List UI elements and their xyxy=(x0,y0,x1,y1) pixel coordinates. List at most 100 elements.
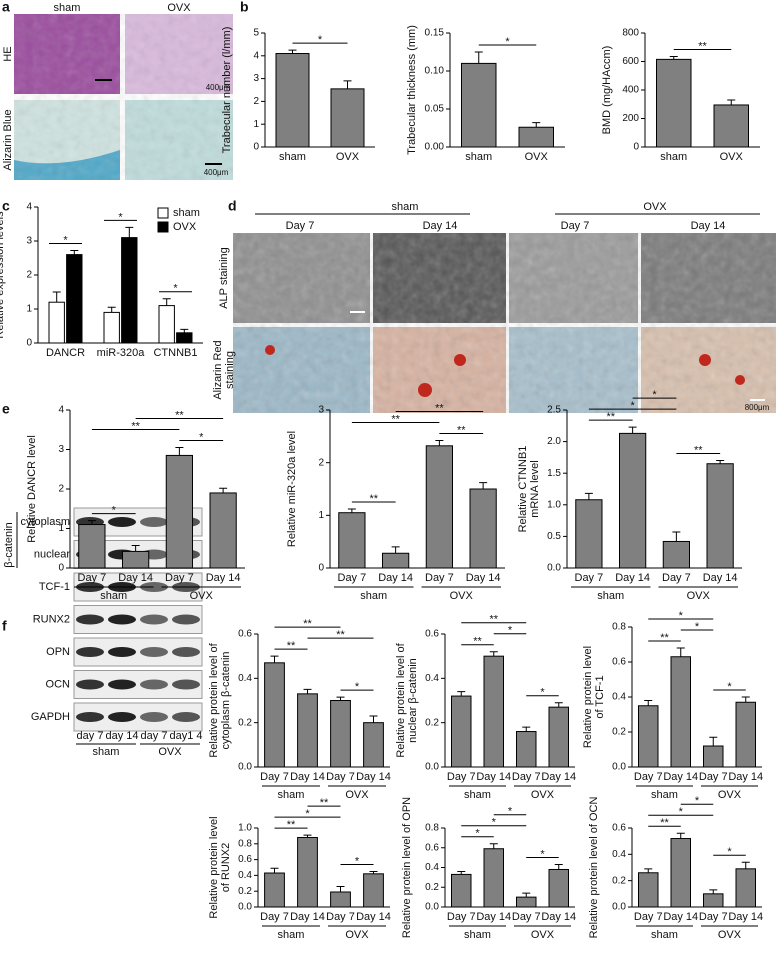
x-tick-label: Day 14 xyxy=(466,572,501,584)
x-tick-label: Day 7 xyxy=(425,572,454,584)
group-label: OVX xyxy=(345,789,369,801)
y-tick-label: 0.4 xyxy=(425,673,439,684)
y-axis-label: Trabecular number (l/mm) xyxy=(221,27,233,154)
x-tick-label: Day 14 xyxy=(663,911,698,923)
y-axis-label: cytoplasm β-catenin xyxy=(220,651,232,749)
error-bar xyxy=(369,715,378,723)
group-label: OVX xyxy=(643,201,667,213)
y-tick-label: 4 xyxy=(253,50,259,61)
error-bar xyxy=(676,832,685,839)
x-tick-label: Day 14 xyxy=(541,911,576,923)
bar xyxy=(483,848,504,908)
bar xyxy=(575,499,603,569)
y-tick-label: 1 xyxy=(318,510,324,521)
bar xyxy=(165,454,193,569)
legend-swatch xyxy=(157,207,169,219)
error-bar xyxy=(162,298,171,306)
error-bar xyxy=(131,544,140,552)
bar xyxy=(469,488,497,569)
y-tick-label: 1 xyxy=(253,119,259,130)
error-bar xyxy=(522,726,531,732)
error-bar xyxy=(489,651,498,657)
bar xyxy=(363,722,384,768)
protein-label: β-catenin xyxy=(3,522,15,567)
bar xyxy=(638,705,659,768)
group-label: OVX xyxy=(158,746,182,758)
error-bar xyxy=(270,655,279,663)
bar xyxy=(670,838,691,908)
error-bar xyxy=(435,440,444,446)
scale-label: 400μm xyxy=(204,168,229,177)
x-tick-label: Day 14 xyxy=(728,911,763,923)
scale-label: 800μm xyxy=(745,403,770,412)
row-label: Alizarin Red xyxy=(212,340,224,399)
bar xyxy=(670,656,691,768)
error-bar xyxy=(70,250,79,255)
panel-label: f xyxy=(2,618,7,634)
y-tick-label: 0.8 xyxy=(425,823,439,834)
blot-band xyxy=(172,614,200,625)
texture xyxy=(233,233,776,413)
legend-label: OVX xyxy=(173,221,197,233)
blot-band xyxy=(76,647,104,657)
y-tick-label: 0.4 xyxy=(612,849,626,860)
bar xyxy=(483,655,504,768)
blot-band xyxy=(140,679,168,690)
y-axis-label: Relative protein level of OCN xyxy=(588,797,600,939)
bar xyxy=(78,524,106,569)
y-axis-label: nuclear β-catenin xyxy=(407,658,419,743)
significance-label: * xyxy=(118,211,123,223)
y-tick-label: 0.15 xyxy=(425,28,445,39)
x-tick-label: Day 7 xyxy=(326,911,355,923)
y-tick-label: 0.2 xyxy=(612,875,626,886)
error-bar xyxy=(336,885,345,892)
bar xyxy=(338,512,366,569)
y-tick-label: 2.5 xyxy=(547,405,561,416)
y-tick-label: 2 xyxy=(26,270,32,281)
bar xyxy=(548,706,569,768)
lane-label: day 7 xyxy=(141,730,168,742)
error-bar xyxy=(175,447,184,456)
blot-band xyxy=(172,679,200,690)
bar xyxy=(330,700,351,768)
error-bar xyxy=(644,868,653,873)
y-tick-label: 0.6 xyxy=(238,629,252,640)
bar xyxy=(703,745,724,768)
error-bar xyxy=(457,691,466,697)
y-tick-label: 0.4 xyxy=(425,862,439,873)
y-tick-label: 0.2 xyxy=(238,886,252,897)
significance-label: * xyxy=(508,806,513,818)
x-tick-label: OVX xyxy=(525,151,549,163)
blot-row-label: GAPDH xyxy=(31,711,70,723)
bar xyxy=(451,873,472,908)
y-tick-label: 0.2 xyxy=(238,717,252,728)
bar xyxy=(103,311,120,344)
error-bar xyxy=(369,870,378,874)
group-label: sham xyxy=(651,929,678,941)
x-tick-label: Day 14 xyxy=(663,771,698,783)
significance-label: * xyxy=(652,389,657,401)
y-tick-label: 0.6 xyxy=(425,842,439,853)
bar xyxy=(425,445,453,569)
y-axis-label: BMD (mg/HAccm) xyxy=(601,46,613,135)
error-bar xyxy=(716,460,725,464)
x-tick-label: Day 14 xyxy=(118,572,153,584)
blot-band xyxy=(140,517,168,527)
x-tick-label: Day 7 xyxy=(165,572,194,584)
y-tick-label: 800 xyxy=(622,28,639,39)
significance-label: * xyxy=(318,34,323,46)
y-axis-label: Relative DANCR level xyxy=(26,435,38,543)
significance-label: * xyxy=(679,806,684,818)
x-tick-label: Day 14 xyxy=(728,771,763,783)
y-tick-label: 0 xyxy=(318,563,324,574)
bar xyxy=(297,693,318,768)
significance-label: * xyxy=(508,625,513,637)
y-tick-label: 0.6 xyxy=(238,854,252,865)
error-bar xyxy=(522,892,531,898)
significance-label: ** xyxy=(435,402,444,414)
y-tick-label: 0 xyxy=(633,142,639,153)
bar xyxy=(662,540,690,569)
y-tick-label: 0.0 xyxy=(612,762,626,773)
x-tick-label: Day 7 xyxy=(512,911,541,923)
